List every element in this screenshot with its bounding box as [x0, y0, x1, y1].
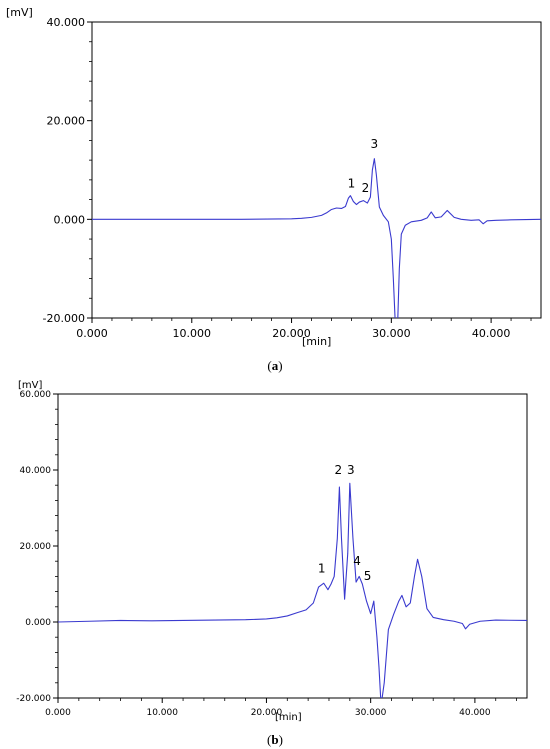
panel-caption-b: (b): [267, 732, 283, 747]
panel-caption-a: (a): [267, 358, 282, 373]
chromatogram-panel-b: [mV] [min] (b) 0.000 10.000 20.000 30.000 40…: [16, 380, 528, 747]
y-axis-unit-label: [mV]: [6, 6, 33, 19]
y-tick-label: 20.000: [20, 542, 52, 552]
x-tick-label: 30.000: [372, 327, 411, 340]
plot-frame: [57, 393, 528, 699]
peak-label: 3: [371, 137, 379, 151]
y-tick-label: -20.000: [43, 312, 85, 325]
y-tick-label: 40.000: [20, 466, 52, 476]
peak-label: 3: [347, 463, 355, 477]
x-tick-label: 0.000: [45, 708, 71, 718]
peak-label: 2: [362, 181, 370, 195]
x-tick-label: 20.000: [272, 327, 311, 340]
y-tick-label: 20.000: [47, 115, 86, 128]
x-tick-label: 40.000: [472, 327, 511, 340]
y-axis-unit-label: [mV]: [18, 380, 42, 391]
peak-label: 1: [318, 562, 326, 576]
x-axis-unit-label: [min]: [275, 712, 302, 723]
y-tick-label: -20.000: [16, 694, 51, 704]
peak-label: 5: [364, 569, 372, 583]
chromatogram-trace: [92, 158, 541, 318]
x-axis-unit-label: [min]: [302, 335, 331, 348]
peak-label: 4: [353, 554, 361, 568]
x-tick-label: 0.000: [76, 327, 108, 340]
x-tick-label: 10.000: [146, 708, 178, 718]
x-tick-label: 40.000: [459, 708, 491, 718]
chromatogram-panel-a: [mV] [min] (a) 0.000 10.000 20.000 30.000 40…: [6, 6, 542, 373]
y-tick-label: 40.000: [47, 16, 86, 29]
x-tick-label: 20.000: [251, 708, 283, 718]
y-tick-label: 0.000: [54, 213, 86, 226]
chromatogram-trace: [58, 482, 527, 698]
x-tick-label: 10.000: [173, 327, 212, 340]
y-tick-label: 60.000: [20, 390, 52, 400]
x-tick-label: 30.000: [355, 708, 387, 718]
peak-label: 2: [335, 463, 343, 477]
y-tick-label: 0.000: [25, 618, 51, 628]
peak-label: 1: [348, 176, 356, 190]
plot-frame: [91, 21, 542, 319]
